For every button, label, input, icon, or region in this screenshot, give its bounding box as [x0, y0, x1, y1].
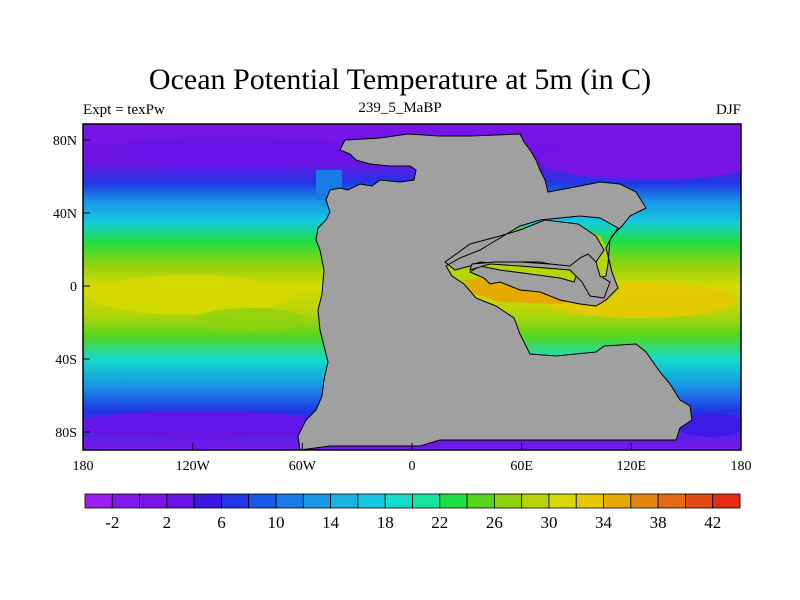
colorbar-label: 30 [540, 513, 557, 532]
colorbar-label: 34 [595, 513, 613, 532]
colorbar-cell [84, 493, 113, 509]
x-tick-label-0: 0 [409, 459, 416, 474]
warm-patch-west [90, 275, 290, 315]
colorbar-cell [384, 493, 413, 509]
colorbar-cell [575, 493, 604, 509]
colorbar-cell [548, 493, 577, 509]
colorbar-cell [493, 493, 523, 509]
colorbar-label: 42 [704, 513, 721, 532]
colorbar-cell [275, 493, 304, 509]
y-tick-label-80n: 80N [53, 134, 77, 149]
colorbar-cell [357, 493, 386, 509]
colorbar-cell [657, 493, 686, 509]
colorbar-cell [193, 493, 222, 509]
season-label: DJF [715, 102, 741, 118]
colorbar-cell [685, 493, 714, 509]
x-tick-label-60w: 60W [289, 459, 317, 474]
colorbar-labels: -2 2 6 10 14 18 22 26 30 34 38 42 [105, 513, 721, 532]
colorbar-cell [302, 493, 332, 509]
colorbar-cell [630, 493, 659, 509]
colorbar [84, 493, 741, 509]
colorbar-label: 26 [486, 513, 503, 532]
colorbar-label: 10 [268, 513, 285, 532]
x-ticks [82, 443, 742, 450]
x-tick-label-60e: 60E [510, 459, 533, 474]
cold-patch-northeast [540, 140, 741, 180]
cold-patch-south [83, 411, 330, 439]
colorbar-cell [166, 493, 195, 509]
x-tick-label-120e: 120E [617, 459, 647, 474]
x-tick-label-120w: 120W [176, 459, 211, 474]
y-tick-label-40s: 40S [55, 353, 77, 368]
x-tick-label-180w: 180 [73, 459, 94, 474]
colorbar-cell [330, 493, 359, 509]
colorbar-label: 6 [217, 513, 226, 532]
colorbar-label: -2 [105, 513, 119, 532]
cold-patch-north [110, 136, 350, 164]
x-tick-label-180e: 180 [731, 459, 752, 474]
y-ticks [83, 139, 90, 433]
colorbar-cell [439, 493, 468, 509]
run-label: 239_5_MaBP [358, 100, 442, 116]
colorbar-label: 22 [431, 513, 448, 532]
colorbar-cell [248, 493, 277, 509]
y-tick-label-40n: 40N [53, 207, 77, 222]
colorbar-cell [139, 493, 168, 509]
colorbar-cell [412, 493, 441, 509]
land-mass-pangaea [297, 133, 693, 450]
y-tick-label-0: 0 [70, 280, 77, 295]
colorbar-cell [521, 493, 550, 509]
colorbar-cell [603, 493, 632, 509]
experiment-label: Expt = texPw [83, 102, 165, 118]
land-inner-island [469, 253, 611, 299]
colorbar-cell [111, 493, 140, 509]
colorbar-cell [466, 493, 495, 509]
colorbar-label: 2 [163, 513, 172, 532]
cool-patch-west [195, 308, 305, 332]
map-title: Ocean Potential Temperature at 5m (in C) [148, 63, 652, 96]
colorbar-label: 18 [377, 513, 394, 532]
y-tick-label-80s: 80S [55, 426, 77, 441]
colorbar-cell [221, 493, 250, 509]
colorbar-cell [712, 493, 741, 509]
colorbar-label: 38 [650, 513, 667, 532]
colorbar-label: 14 [322, 513, 340, 532]
